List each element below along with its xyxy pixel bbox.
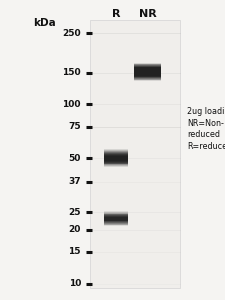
Text: NR: NR — [139, 9, 156, 19]
Bar — [134, 70, 161, 77]
Bar — [104, 213, 128, 224]
Bar — [104, 214, 128, 223]
Bar — [134, 68, 161, 80]
Text: 50: 50 — [69, 154, 81, 163]
FancyBboxPatch shape — [90, 20, 180, 288]
Bar — [134, 70, 161, 78]
Bar — [134, 68, 161, 73]
Bar — [134, 65, 161, 75]
Bar — [134, 67, 161, 74]
Bar — [104, 151, 128, 166]
Bar — [134, 66, 161, 74]
Text: 100: 100 — [63, 100, 81, 109]
Bar — [104, 217, 128, 220]
Text: 2ug loading
NR=Non-
reduced
R=reduced: 2ug loading NR=Non- reduced R=reduced — [187, 107, 225, 151]
Bar — [104, 156, 128, 161]
Text: 75: 75 — [68, 122, 81, 131]
Bar — [134, 69, 161, 79]
Text: 150: 150 — [62, 68, 81, 77]
Bar — [104, 152, 128, 164]
Bar — [104, 215, 128, 222]
Text: R: R — [112, 9, 120, 19]
Bar — [104, 212, 128, 225]
Text: 15: 15 — [68, 248, 81, 256]
Text: 250: 250 — [62, 28, 81, 38]
Bar — [104, 150, 128, 166]
Bar — [104, 211, 128, 226]
Text: 37: 37 — [68, 177, 81, 186]
Bar — [134, 67, 161, 80]
Text: 10: 10 — [69, 279, 81, 288]
Text: kDa: kDa — [34, 17, 56, 28]
Bar — [104, 154, 128, 163]
Bar — [104, 216, 128, 221]
Bar — [134, 71, 161, 76]
Bar — [104, 155, 128, 162]
Bar — [134, 66, 161, 81]
Bar — [134, 68, 161, 72]
Bar — [104, 149, 128, 167]
Bar — [134, 72, 161, 76]
Bar — [134, 64, 161, 76]
Bar — [134, 63, 161, 78]
Bar — [134, 64, 161, 77]
Text: 20: 20 — [69, 225, 81, 234]
Text: 25: 25 — [68, 208, 81, 217]
Bar — [104, 214, 128, 224]
Bar — [104, 153, 128, 164]
